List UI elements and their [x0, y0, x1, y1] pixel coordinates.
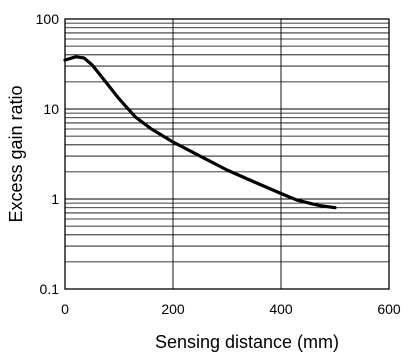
y-tick-label: 1: [51, 191, 59, 207]
x-tick-label: 600: [377, 301, 401, 317]
series-line-0: [63, 55, 337, 210]
grid: [65, 19, 389, 289]
x-tick-labels: 0 200 400 600: [61, 301, 401, 317]
y-tick-labels: 0.1 1 10 100: [36, 11, 60, 297]
series-layer: [63, 55, 337, 210]
x-tick-label: 200: [161, 301, 185, 317]
x-tick-label: 0: [61, 301, 69, 317]
x-tick-label: 400: [269, 301, 293, 317]
y-tick-label: 0.1: [40, 281, 60, 297]
y-axis-label: Excess gain ratio: [6, 85, 26, 222]
plot-frame: [64, 18, 390, 290]
y-tick-label: 100: [36, 11, 60, 27]
x-axis-label: Sensing distance (mm): [155, 332, 339, 352]
y-tick-label: 10: [43, 101, 59, 117]
